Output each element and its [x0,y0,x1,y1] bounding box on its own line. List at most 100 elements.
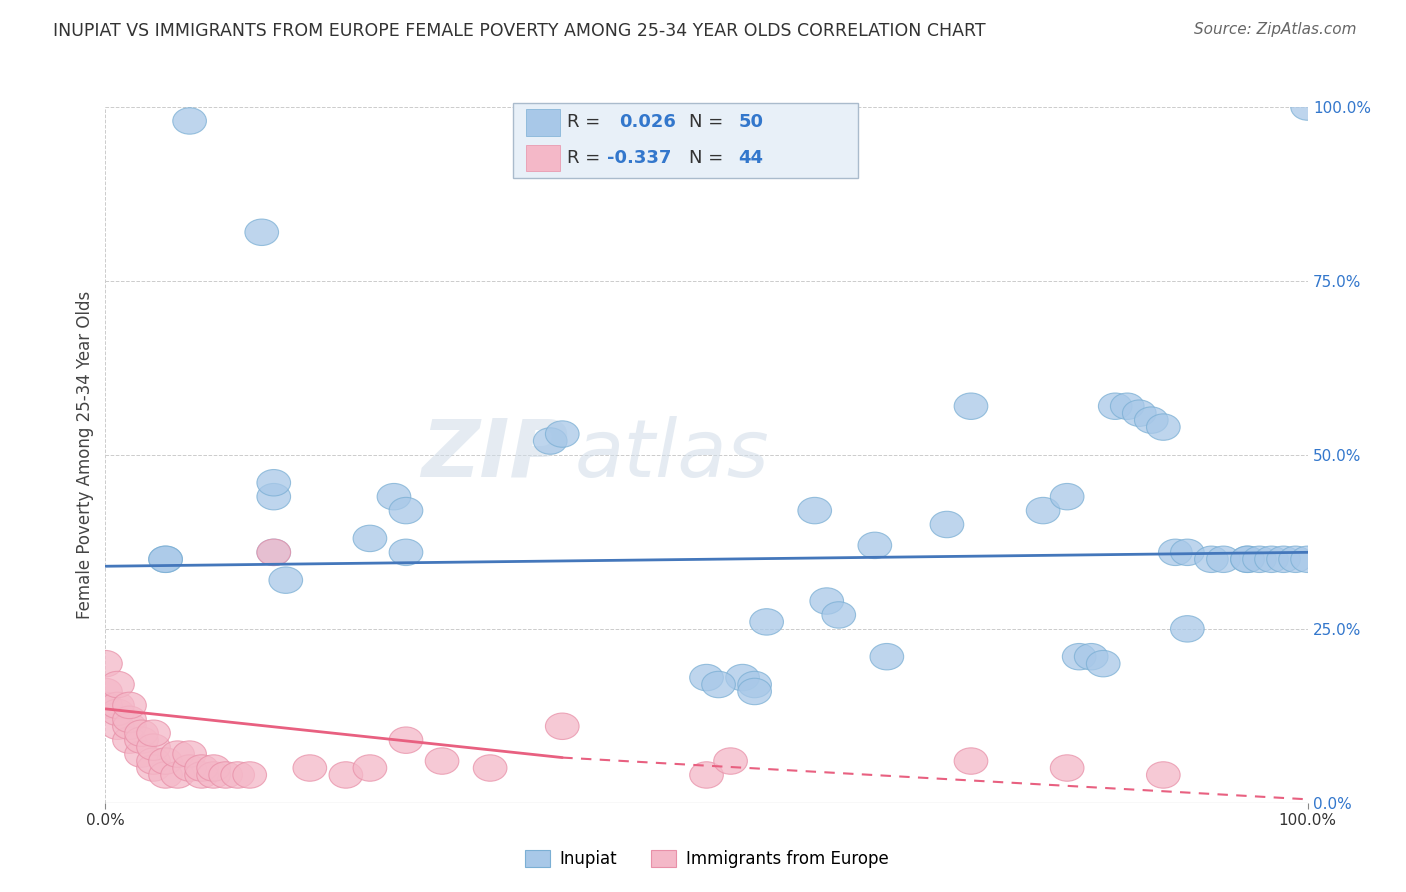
Ellipse shape [197,762,231,789]
Ellipse shape [858,533,891,558]
Ellipse shape [1171,539,1204,566]
Ellipse shape [112,727,146,754]
Ellipse shape [136,747,170,774]
Ellipse shape [89,692,122,719]
Ellipse shape [690,762,723,789]
Ellipse shape [546,421,579,447]
Y-axis label: Female Poverty Among 25-34 Year Olds: Female Poverty Among 25-34 Year Olds [76,291,94,619]
Ellipse shape [125,741,159,767]
Ellipse shape [1206,546,1240,573]
Text: ZIP: ZIP [420,416,568,494]
Ellipse shape [1278,546,1312,573]
Ellipse shape [389,498,423,524]
Ellipse shape [149,747,183,774]
Ellipse shape [173,741,207,767]
Ellipse shape [173,755,207,781]
Ellipse shape [931,511,963,538]
Text: Source: ZipAtlas.com: Source: ZipAtlas.com [1194,22,1357,37]
Text: N =: N = [689,149,728,167]
Ellipse shape [160,741,194,767]
Ellipse shape [1171,615,1204,642]
Ellipse shape [101,672,135,698]
Ellipse shape [125,720,159,747]
Ellipse shape [209,762,242,789]
Ellipse shape [136,755,170,781]
Ellipse shape [1074,643,1108,670]
Ellipse shape [1111,393,1144,419]
Ellipse shape [101,713,135,739]
Ellipse shape [1122,400,1156,426]
Ellipse shape [1230,546,1264,573]
Ellipse shape [955,393,988,419]
Ellipse shape [1026,498,1060,524]
Ellipse shape [725,665,759,690]
Ellipse shape [1098,393,1132,419]
Ellipse shape [245,219,278,245]
Text: N =: N = [689,113,728,131]
Ellipse shape [690,665,723,690]
Ellipse shape [738,678,772,705]
Ellipse shape [269,567,302,593]
Ellipse shape [955,747,988,774]
Ellipse shape [112,706,146,732]
Text: 44: 44 [738,149,763,167]
Ellipse shape [149,546,183,573]
Ellipse shape [1087,650,1121,677]
Ellipse shape [1267,546,1301,573]
Ellipse shape [101,699,135,725]
Ellipse shape [184,762,218,789]
Ellipse shape [1146,762,1180,789]
Ellipse shape [257,483,291,510]
Ellipse shape [810,588,844,615]
Ellipse shape [533,428,567,454]
Text: R =: R = [567,113,606,131]
Ellipse shape [292,755,326,781]
Legend: Inupiat, Immigrants from Europe: Inupiat, Immigrants from Europe [517,843,896,874]
Ellipse shape [125,727,159,754]
Ellipse shape [257,469,291,496]
Ellipse shape [1254,546,1288,573]
Ellipse shape [353,525,387,551]
Ellipse shape [1050,483,1084,510]
Ellipse shape [257,539,291,566]
Ellipse shape [101,692,135,719]
Ellipse shape [1195,546,1229,573]
Ellipse shape [377,483,411,510]
Ellipse shape [797,498,831,524]
Ellipse shape [714,747,748,774]
Ellipse shape [257,539,291,566]
Ellipse shape [1050,755,1084,781]
Ellipse shape [184,755,218,781]
Ellipse shape [89,650,122,677]
Ellipse shape [870,643,904,670]
Ellipse shape [1146,414,1180,441]
Ellipse shape [749,608,783,635]
Text: 0.026: 0.026 [619,113,675,131]
Text: 50: 50 [738,113,763,131]
Ellipse shape [738,672,772,698]
Ellipse shape [112,692,146,719]
Ellipse shape [1135,407,1168,434]
Ellipse shape [233,762,267,789]
Ellipse shape [702,672,735,698]
Ellipse shape [173,108,207,134]
Ellipse shape [425,747,458,774]
Ellipse shape [329,762,363,789]
Ellipse shape [1243,546,1277,573]
Ellipse shape [1291,546,1324,573]
Ellipse shape [474,755,508,781]
Ellipse shape [149,546,183,573]
Ellipse shape [1159,539,1192,566]
Ellipse shape [823,602,856,628]
Text: INUPIAT VS IMMIGRANTS FROM EUROPE FEMALE POVERTY AMONG 25-34 YEAR OLDS CORRELATI: INUPIAT VS IMMIGRANTS FROM EUROPE FEMALE… [53,22,986,40]
Ellipse shape [149,762,183,789]
Ellipse shape [221,762,254,789]
Ellipse shape [1291,94,1324,120]
Text: R =: R = [567,149,606,167]
Ellipse shape [136,734,170,760]
Ellipse shape [112,713,146,739]
Ellipse shape [546,713,579,739]
Text: -0.337: -0.337 [607,149,672,167]
Ellipse shape [136,720,170,747]
Ellipse shape [353,755,387,781]
